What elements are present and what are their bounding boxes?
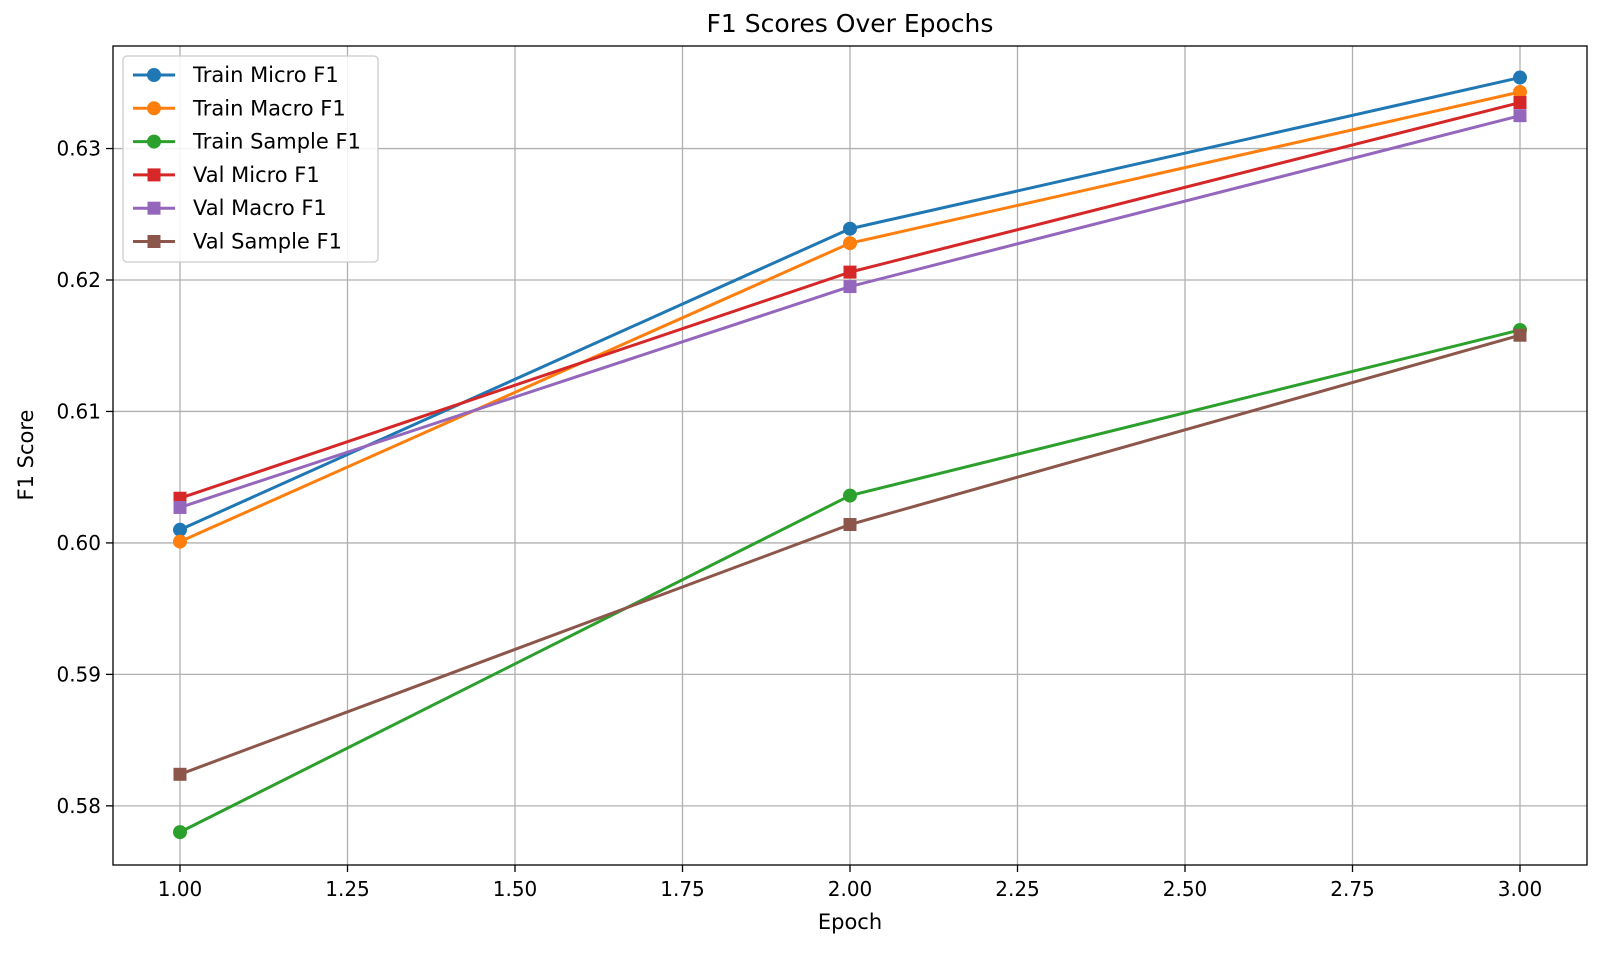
y-tick-label: 0.59 — [56, 662, 101, 686]
data-point-val-sample-f1 — [173, 767, 187, 781]
x-axis-label: Epoch — [818, 910, 882, 934]
legend-item: Train Sample F1 — [133, 130, 361, 154]
x-tick-label: 2.50 — [1163, 877, 1208, 901]
x-tick-label: 3.00 — [1498, 877, 1543, 901]
y-tick-label: 0.63 — [56, 137, 101, 161]
y-axis-label: F1 Score — [14, 410, 38, 501]
series-train-micro-f1 — [173, 70, 1527, 537]
legend-marker — [147, 101, 161, 116]
legend-marker — [147, 134, 161, 149]
legend-item: Train Macro F1 — [133, 96, 346, 120]
y-axis-ticks: 0.58 0.59 0.60 0.61 0.62 0.63 — [56, 137, 113, 818]
series-val-sample-f1 — [173, 328, 1527, 781]
data-point-val-macro-f1 — [1513, 109, 1527, 123]
y-tick-label: 0.58 — [56, 794, 101, 818]
legend-marker — [147, 168, 161, 182]
x-tick-label: 1.75 — [660, 877, 705, 901]
legend-label: Train Micro F1 — [192, 63, 339, 87]
y-tick-label: 0.62 — [56, 268, 101, 292]
legend-label: Val Sample F1 — [193, 230, 342, 254]
data-point-train-micro-f1 — [173, 522, 187, 537]
x-tick-label: 2.00 — [828, 877, 873, 901]
data-point-val-micro-f1 — [843, 265, 857, 279]
series-train-macro-f1 — [173, 85, 1527, 549]
legend-marker — [147, 235, 161, 248]
series-val-micro-f1 — [173, 96, 1527, 505]
data-point-val-sample-f1 — [843, 518, 857, 532]
x-tick-label: 1.25 — [325, 877, 370, 901]
data-point-val-micro-f1 — [1513, 96, 1527, 110]
data-point-train-sample-f1 — [843, 488, 857, 503]
y-tick-label: 0.61 — [56, 399, 101, 423]
legend-marker — [147, 68, 161, 82]
x-tick-label: 1.00 — [158, 877, 203, 901]
legend-label: Val Macro F1 — [193, 196, 327, 220]
x-tick-label: 2.75 — [1330, 877, 1375, 901]
data-point-val-macro-f1 — [843, 280, 857, 294]
series-val-macro-f1 — [173, 109, 1527, 514]
y-tick-label: 0.60 — [56, 531, 101, 555]
legend: Train Micro F1 Train Macro F1 Train Sample… — [122, 55, 379, 263]
series-layer — [173, 70, 1527, 840]
x-tick-label: 1.50 — [493, 877, 538, 901]
series-train-sample-f1 — [173, 322, 1527, 840]
data-point-val-macro-f1 — [173, 500, 187, 514]
legend-box — [122, 55, 379, 263]
data-point-train-macro-f1 — [843, 236, 857, 251]
data-point-train-macro-f1 — [173, 534, 187, 549]
legend-item: Val Sample F1 — [133, 230, 342, 254]
data-point-val-sample-f1 — [1513, 328, 1527, 342]
data-point-train-sample-f1 — [173, 825, 187, 840]
legend-label: Train Macro F1 — [192, 96, 346, 120]
legend-label: Train Sample F1 — [192, 130, 361, 154]
data-point-train-micro-f1 — [843, 221, 857, 236]
data-point-train-macro-f1 — [1513, 85, 1527, 100]
legend-label: Val Micro F1 — [193, 163, 320, 187]
data-point-train-micro-f1 — [1513, 70, 1527, 85]
legend-item: Val Macro F1 — [133, 196, 327, 220]
legend-marker — [147, 201, 161, 215]
chart-title: F1 Scores Over Epochs — [707, 9, 994, 38]
legend-item: Val Micro F1 — [133, 163, 320, 187]
x-tick-label: 2.25 — [995, 877, 1040, 901]
legend-item: Train Micro F1 — [133, 63, 339, 87]
x-axis-ticks: 1.00 1.25 1.50 1.75 2.00 2.25 2.50 2.75 3.00 — [158, 865, 1543, 901]
grid — [113, 46, 1587, 865]
